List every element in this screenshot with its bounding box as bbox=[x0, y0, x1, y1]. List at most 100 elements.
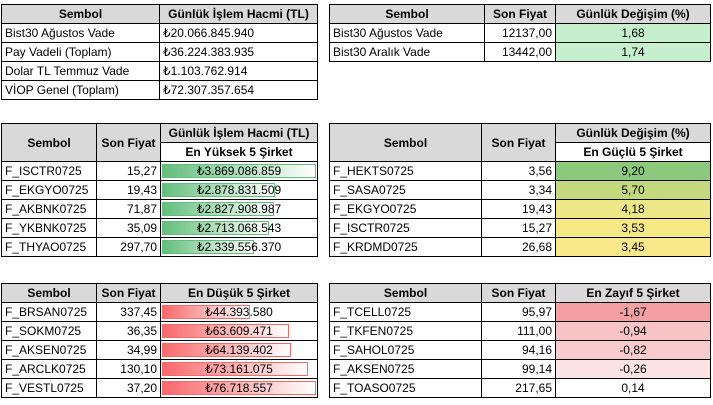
symbol-cell: F_THYAO0725 bbox=[1, 237, 97, 257]
volume-cell: ₺72.307.357.654 bbox=[159, 80, 318, 100]
volume-bar-cell: ₺76.718.557 bbox=[160, 378, 318, 398]
volume-cell: ₺20.066.845.940 bbox=[159, 23, 318, 43]
volume-value: ₺44.393.580 bbox=[205, 305, 273, 319]
volume-bar-cell: ₺3.869.086.859 bbox=[160, 161, 318, 181]
subheader-top5: En Yüksek 5 Şirket bbox=[160, 142, 318, 162]
symbol-cell: VİOP Genel (Toplam) bbox=[1, 80, 160, 100]
symbol-cell: F_SOKM0725 bbox=[1, 321, 97, 341]
header-last-price: Son Fiyat bbox=[481, 283, 556, 303]
symbol-cell: Bist30 Ağustos Vade bbox=[1, 23, 160, 43]
index-futures-table: Sembol Son Fiyat Günlük Değişim (%) Bist… bbox=[329, 4, 711, 62]
table-row: Bist30 Ağustos Vade 12137,00 1,68 bbox=[329, 23, 711, 43]
volume-bar bbox=[162, 164, 316, 178]
price-cell: 34,99 bbox=[96, 340, 161, 360]
volume-cell: ₺36.224.383.935 bbox=[159, 42, 318, 62]
table-row: F_VESTL0725 37,20 ₺76.718.557 bbox=[1, 378, 318, 398]
price-cell: 99,14 bbox=[481, 359, 556, 379]
symbol-cell: F_AKSEN0725 bbox=[1, 340, 97, 360]
volume-value: ₺2.339.556.370 bbox=[196, 240, 282, 254]
symbol-cell: F_AKBNK0725 bbox=[1, 199, 97, 219]
lowest-volume-table: Sembol Son Fiyat En Düşük 5 Şirket F_BRS… bbox=[1, 283, 318, 398]
table-row: VİOP Genel (Toplam) ₺72.307.357.654 bbox=[1, 80, 318, 100]
change-cell: 0,14 bbox=[555, 378, 711, 398]
volume-value: ₺64.139.402 bbox=[205, 343, 273, 357]
volume-bar bbox=[162, 381, 316, 395]
volume-summary-table: Sembol Günlük İşlem Hacmi (TL) Bist30 Ağ… bbox=[1, 4, 318, 100]
volume-bar bbox=[162, 324, 290, 338]
symbol-cell: F_EKGYO0725 bbox=[329, 199, 482, 219]
table-row: Bist30 Aralık Vade 13442,00 1,74 bbox=[329, 42, 711, 62]
table-row: F_EKGYO0725 19,43 4,18 bbox=[329, 199, 711, 219]
symbol-cell: F_ISCTR0725 bbox=[329, 218, 482, 238]
volume-bar-cell: ₺64.139.402 bbox=[160, 340, 318, 360]
price-cell: 13442,00 bbox=[484, 42, 556, 62]
table-row: F_TOASO0725 217,65 0,14 bbox=[329, 378, 711, 398]
strongest-table: Sembol Son Fiyat Günlük Değişim (%) En G… bbox=[329, 123, 711, 257]
table-row: F_THYAO0725 297,70 ₺2.339.556.370 bbox=[1, 237, 318, 257]
volume-bar bbox=[162, 362, 309, 376]
price-cell: 36,35 bbox=[96, 321, 161, 341]
change-cell: 1,74 bbox=[555, 42, 711, 62]
volume-bar-cell: ₺73.161.075 bbox=[160, 359, 318, 379]
change-cell: 5,70 bbox=[555, 180, 711, 200]
header-symbol: Sembol bbox=[329, 123, 482, 162]
volume-value: ₺2.713.068.543 bbox=[196, 221, 282, 235]
price-cell: 26,68 bbox=[481, 237, 556, 257]
volume-bar bbox=[162, 202, 274, 216]
table-row: F_YKBNK0725 35,09 ₺2.713.068.543 bbox=[1, 218, 318, 238]
volume-bar bbox=[162, 221, 270, 235]
weakest-table: Sembol Son Fiyat En Zayıf 5 Şirket F_TCE… bbox=[329, 283, 711, 398]
header-daily-change: Günlük Değişim (%) bbox=[555, 123, 711, 143]
volume-value: ₺73.161.075 bbox=[205, 362, 273, 376]
symbol-cell: F_YKBNK0725 bbox=[1, 218, 97, 238]
change-cell: -0,26 bbox=[555, 359, 711, 379]
table-row: F_TCELL0725 95,97 -1,67 bbox=[329, 302, 711, 322]
table-row: F_KRDMD0725 26,68 3,45 bbox=[329, 237, 711, 257]
price-cell: 111,00 bbox=[481, 321, 556, 341]
volume-bar bbox=[162, 305, 251, 319]
volume-value: ₺63.609.471 bbox=[205, 324, 273, 338]
price-cell: 35,09 bbox=[96, 218, 161, 238]
volume-bar-cell: ₺2.713.068.543 bbox=[160, 218, 318, 238]
price-cell: 19,43 bbox=[481, 199, 556, 219]
header-lowest5: En Düşük 5 Şirket bbox=[160, 283, 318, 303]
symbol-cell: F_TOASO0725 bbox=[329, 378, 482, 398]
symbol-cell: F_HEKTS0725 bbox=[329, 161, 482, 181]
subheader-strongest5: En Güçlü 5 Şirket bbox=[555, 142, 711, 162]
volume-bar bbox=[162, 240, 254, 254]
table-row: F_TKFEN0725 111,00 -0,94 bbox=[329, 321, 711, 341]
price-cell: 3,56 bbox=[481, 161, 556, 181]
table-row: F_SOKM0725 36,35 ₺63.609.471 bbox=[1, 321, 318, 341]
symbol-cell: Pay Vadeli (Toplam) bbox=[1, 42, 160, 62]
table-row: F_EKGYO0725 19,43 ₺2.878.831.509 bbox=[1, 180, 318, 200]
price-cell: 217,65 bbox=[481, 378, 556, 398]
table-row: F_ISCTR0725 15,27 ₺3.869.086.859 bbox=[1, 161, 318, 181]
symbol-cell: F_ISCTR0725 bbox=[1, 161, 97, 181]
table-row: F_AKSEN0725 34,99 ₺64.139.402 bbox=[1, 340, 318, 360]
header-last-price: Son Fiyat bbox=[481, 123, 556, 162]
volume-bar-cell: ₺44.393.580 bbox=[160, 302, 318, 322]
price-cell: 71,87 bbox=[96, 199, 161, 219]
volume-bar-cell: ₺2.878.831.509 bbox=[160, 180, 318, 200]
volume-bar-cell: ₺2.339.556.370 bbox=[160, 237, 318, 257]
price-cell: 12137,00 bbox=[484, 23, 556, 43]
price-cell: 15,27 bbox=[96, 161, 161, 181]
symbol-cell: F_VESTL0725 bbox=[1, 378, 97, 398]
header-weakest5: En Zayıf 5 Şirket bbox=[555, 283, 711, 303]
table-row: Pay Vadeli (Toplam) ₺36.224.383.935 bbox=[1, 42, 318, 62]
symbol-cell: F_SAHOL0725 bbox=[329, 340, 482, 360]
change-cell: -0,94 bbox=[555, 321, 711, 341]
symbol-cell: F_TKFEN0725 bbox=[329, 321, 482, 341]
volume-value: ₺2.878.831.509 bbox=[196, 183, 282, 197]
table-row: F_ISCTR0725 15,27 3,53 bbox=[329, 218, 711, 238]
volume-bar bbox=[162, 343, 292, 357]
table-row: F_AKSEN0725 99,14 -0,26 bbox=[329, 359, 711, 379]
volume-value: ₺76.718.557 bbox=[205, 381, 273, 395]
header-volume: Günlük İşlem Hacmi (TL) bbox=[159, 4, 318, 24]
header-last-price: Son Fiyat bbox=[96, 283, 161, 303]
change-cell: 3,53 bbox=[555, 218, 711, 238]
header-symbol: Sembol bbox=[1, 283, 97, 303]
symbol-cell: F_EKGYO0725 bbox=[1, 180, 97, 200]
price-cell: 297,70 bbox=[96, 237, 161, 257]
price-cell: 19,43 bbox=[96, 180, 161, 200]
